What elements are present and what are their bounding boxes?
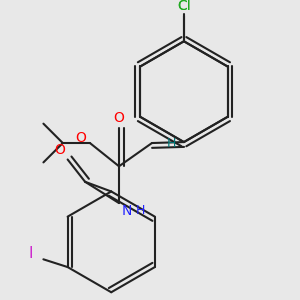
Text: O: O [54, 143, 65, 157]
Text: H: H [167, 136, 176, 149]
Text: O: O [75, 131, 86, 145]
Text: Cl: Cl [177, 0, 191, 14]
Text: H: H [136, 204, 145, 218]
Text: N: N [122, 204, 132, 218]
Text: O: O [114, 111, 124, 125]
Text: Cl: Cl [177, 0, 191, 14]
Text: I: I [28, 246, 33, 261]
